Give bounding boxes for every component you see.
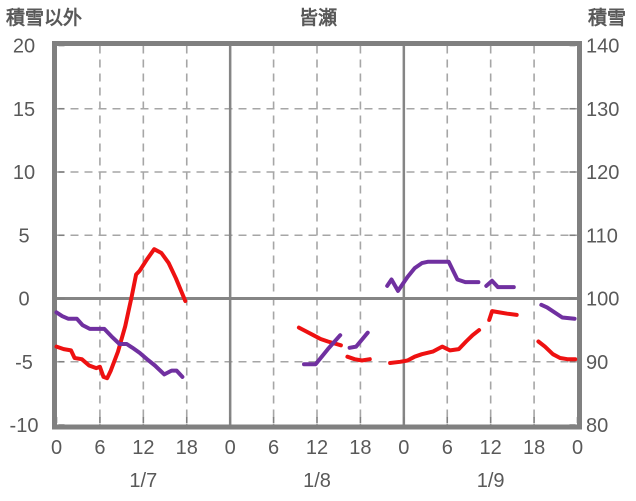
x-axis-tick-label: 6: [442, 437, 453, 459]
x-axis-tick-label: 18: [349, 437, 371, 459]
x-axis-tick-label: 6: [94, 437, 105, 459]
left-axis-tick-label: 20: [13, 36, 35, 58]
right-axis-tick-label: 140: [586, 36, 619, 58]
left-axis-tick-label: 0: [18, 289, 29, 311]
right-axis-tick-label: 130: [586, 99, 619, 121]
right-axis-title: 積雪: [588, 8, 627, 29]
x-axis-tick-label: 12: [132, 437, 154, 459]
date-label: 1/9: [477, 470, 505, 492]
left-axis-tick-label: 10: [13, 162, 35, 184]
left-axis-tick-label: -10: [10, 415, 39, 437]
purple-series: [347, 330, 370, 350]
x-axis-tick-label: 18: [176, 437, 198, 459]
x-axis-tick-label: 12: [480, 437, 502, 459]
chart-title: 皆瀬: [298, 8, 337, 29]
red-series: [296, 325, 343, 348]
right-axis-tick-label: 120: [586, 162, 619, 184]
left-axis-title: 積雪以外: [6, 8, 83, 29]
left-axis-tick-label: 15: [13, 99, 35, 121]
x-axis-tick-label: 18: [523, 437, 545, 459]
x-axis-tick-label: 6: [268, 437, 279, 459]
purple-series: [54, 310, 185, 379]
date-label: 1/7: [129, 470, 157, 492]
x-axis-tick-label: 12: [306, 437, 328, 459]
date-label: 1/8: [303, 470, 331, 492]
purple-series: [385, 259, 481, 293]
plot-border: [52, 41, 582, 430]
left-axis-tick-label: 5: [18, 225, 29, 247]
right-axis-tick-label: 110: [586, 225, 618, 247]
x-axis-tick-label: 0: [225, 437, 236, 459]
right-axis-tick-label: 100: [586, 289, 619, 311]
left-axis-tick-label: -5: [15, 352, 33, 374]
red-series: [54, 247, 188, 381]
right-axis-tick-label: 80: [586, 415, 608, 437]
x-axis-tick-label: 0: [572, 437, 583, 459]
red-series: [345, 354, 372, 363]
x-axis-tick-label: 0: [398, 437, 409, 459]
purple-series: [302, 333, 343, 367]
purple-series: [484, 278, 516, 290]
red-series: [487, 309, 519, 322]
right-axis-tick-label: 90: [586, 352, 608, 374]
purple-series: [539, 302, 577, 321]
red-series: [388, 328, 482, 365]
x-axis-tick-label: 0: [51, 437, 62, 459]
red-series: [536, 339, 578, 362]
